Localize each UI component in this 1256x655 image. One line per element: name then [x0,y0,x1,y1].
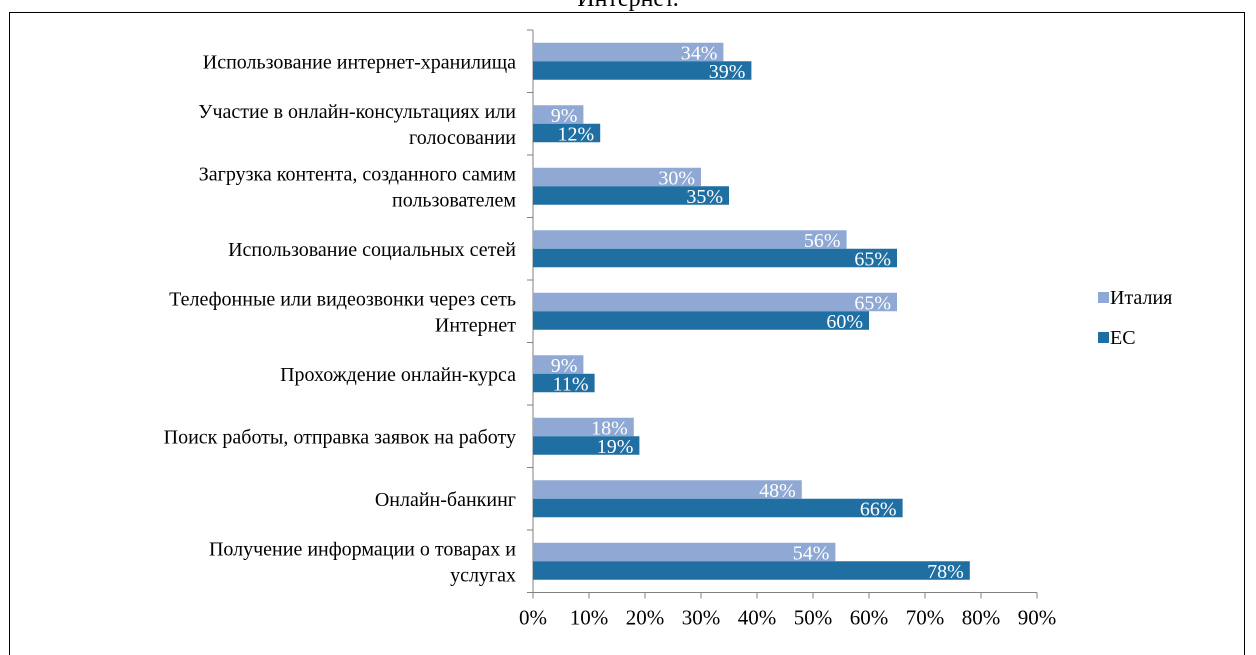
bar-italy [533,42,724,62]
bar-italy [533,105,584,124]
category-label-line: Поиск работы, отправка заявок на работу [164,426,516,448]
category-label: Использование социальных сетей [228,239,516,261]
bar-italy [533,292,897,312]
category-label-line: Онлайн-банкинг [375,489,516,511]
x-tick-label: 50% [794,606,833,630]
category-label-line: Использование интернет-хранилища [203,51,516,73]
legend-label-italy: Италия [1110,287,1172,309]
bar-eu [533,498,903,518]
category-label-line: услугах [450,564,516,586]
data-label-italy: 65% [854,292,891,314]
bar-eu [533,186,729,205]
data-label-eu: 66% [860,498,897,520]
bar-italy [533,167,701,187]
legend-swatch-eu [1098,332,1109,343]
x-tick-label: 10% [570,606,609,630]
bar-italy [533,542,836,562]
data-label-eu: 39% [709,61,746,83]
x-tick-label: 40% [738,606,777,630]
legend-label-eu: ЕС [1110,327,1136,349]
bar-italy [533,480,802,499]
top-caption: Интернет. [0,0,1256,13]
x-tick-label: 90% [1018,606,1057,630]
category-label-line: Получение информации о товарах и [209,538,516,560]
x-tick-label: 0% [519,606,547,630]
legend-swatch-italy [1098,292,1109,303]
bar-italy [533,230,847,249]
data-label-eu: 60% [826,311,863,333]
bar-italy [533,355,584,374]
category-label: Использование интернет-хранилища [203,51,516,73]
category-label: Поиск работы, отправка заявок на работу [164,426,516,448]
data-label-eu: 19% [597,436,634,458]
data-label-italy: 9% [551,105,578,127]
category-label: Онлайн-банкинг [375,489,516,511]
bar-italy [533,417,634,437]
data-label-italy: 30% [658,167,695,189]
data-label-italy: 48% [759,480,796,502]
category-label: Загрузка контента, созданного самим польз… [199,163,517,211]
x-tick-label: 80% [962,606,1001,630]
data-label-eu: 11% [553,373,589,395]
bar-eu [533,248,897,268]
bar-eu [533,561,970,580]
data-label-italy: 34% [681,42,718,64]
category-label: Телефонные или видеозвонки через сеть Инт… [169,288,516,336]
category-label: Прохождение онлайн-курса [280,364,516,386]
category-label-line: Прохождение онлайн-курса [280,364,516,386]
data-label-italy: 54% [793,542,830,564]
category-label-line: Загрузка контента, созданного самим [199,163,517,185]
category-label-line: голосовании [409,127,516,149]
x-tick-label: 20% [626,606,665,630]
category-label: Получение информации о товарах и услугах [209,538,516,586]
data-label-italy: 9% [551,355,578,377]
data-label-eu: 12% [558,123,595,145]
bar-eu [533,373,595,393]
category-label-line: пользователем [392,189,516,211]
category-label-line: Интернет [435,314,516,336]
category-label-line: Использование социальных сетей [228,239,516,261]
x-tick-label: 70% [906,606,945,630]
category-label: Участие в онлайн-консультациях или голосо… [198,101,516,149]
data-label-eu: 78% [927,561,964,583]
category-label-line: Телефонные или видеозвонки через сеть [169,288,516,310]
bar-eu [533,123,601,143]
data-label-eu: 35% [686,186,723,208]
bar-eu [533,61,752,80]
bar-eu [533,436,640,455]
data-label-italy: 18% [591,417,628,439]
x-tick-label: 30% [682,606,721,630]
x-tick-label: 60% [850,606,889,630]
bar-eu [533,311,869,330]
data-label-italy: 56% [804,230,841,252]
page-frame [9,12,1245,655]
category-label-line: Участие в онлайн-консультациях или [198,101,516,123]
data-label-eu: 65% [854,248,891,270]
